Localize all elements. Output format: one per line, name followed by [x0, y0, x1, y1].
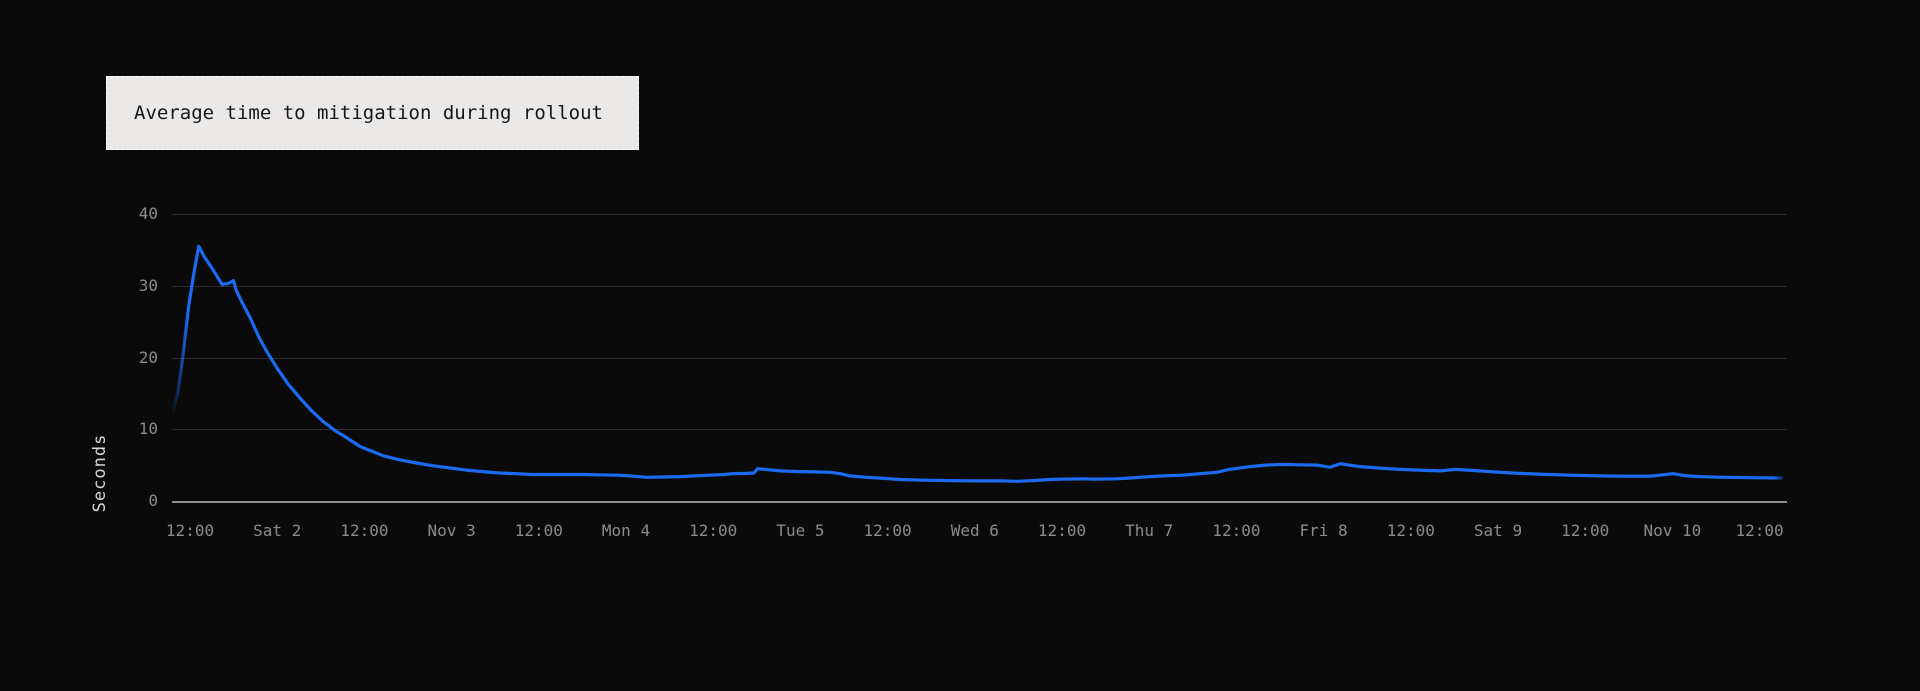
- x-tick-label-18: 12:00: [1735, 521, 1784, 540]
- x-tick-label-15: Sat 9: [1473, 521, 1523, 540]
- x-tick-label-7: Tue 5: [776, 521, 825, 540]
- gridline-40: [172, 214, 1787, 215]
- x-tick-label-5: Mon 4: [601, 521, 651, 540]
- x-tick-label-0: 12:00: [165, 521, 215, 540]
- x-tick-label-8: 12:00: [863, 521, 912, 540]
- x-tick-label-3: Nov 3: [427, 521, 476, 540]
- y-tick-label-20: 20: [138, 348, 158, 367]
- chart-title: Average time to mitigation during rollou…: [134, 102, 603, 124]
- y-tick-label-30: 30: [138, 276, 158, 295]
- gridline-10: [172, 429, 1787, 430]
- x-tick-label-16: 12:00: [1561, 521, 1610, 540]
- x-tick-label-2: 12:00: [340, 521, 389, 540]
- x-tick-label-12: 12:00: [1212, 521, 1261, 540]
- mitigation-time-line-chart[interactable]: [172, 180, 1787, 511]
- y-axis-title: Seconds: [90, 433, 110, 513]
- y-tick-label-10: 10: [138, 419, 158, 438]
- x-tick-label-4: 12:00: [514, 521, 563, 540]
- y-tick-label-0: 0: [148, 491, 158, 510]
- x-tick-label-9: Wed 6: [950, 521, 999, 540]
- chart-title-card[interactable]: Average time to mitigation during rollou…: [106, 76, 639, 150]
- x-tick-label-1: Sat 2: [253, 521, 302, 540]
- x-tick-label-14: 12:00: [1386, 521, 1435, 540]
- gridline-20: [172, 358, 1787, 359]
- x-tick-label-6: 12:00: [689, 521, 738, 540]
- x-tick-label-17: Nov 10: [1643, 521, 1702, 540]
- gridline-0: [172, 501, 1787, 503]
- series-line: [172, 244, 1784, 483]
- y-tick-label-40: 40: [138, 204, 158, 223]
- x-tick-label-11: Thu 7: [1125, 521, 1174, 540]
- gridline-30: [172, 286, 1787, 287]
- x-tick-label-10: 12:00: [1037, 521, 1087, 540]
- x-tick-label-13: Fri 8: [1299, 521, 1348, 540]
